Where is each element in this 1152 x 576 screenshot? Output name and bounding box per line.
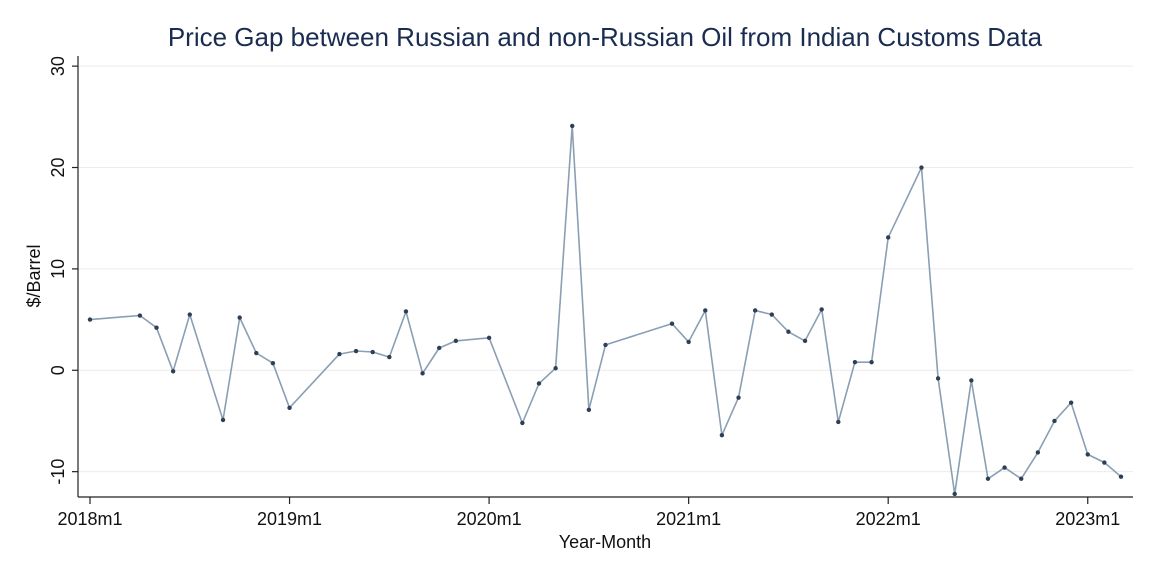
data-point-22: [570, 123, 575, 129]
data-point-33: [802, 338, 808, 344]
data-point-34: [819, 307, 824, 312]
data-point-19: [520, 420, 525, 426]
data-point-27: [703, 308, 708, 313]
data-point-47: [1052, 418, 1057, 424]
data-point-4: [187, 312, 192, 317]
data-point-36: [852, 359, 858, 365]
data-point-40: [935, 376, 941, 381]
data-point-30: [752, 308, 758, 313]
data-point-8: [270, 360, 276, 366]
data-point-2: [154, 325, 159, 330]
data-point-45: [1019, 476, 1024, 481]
x-tick-label-2: 2020m1: [457, 509, 522, 529]
series-line-0: [89, 125, 1122, 495]
data-point-11: [353, 348, 359, 354]
data-point-37: [869, 359, 874, 365]
data-point-46: [1035, 450, 1041, 455]
data-point-39: [919, 165, 924, 170]
data-point-9: [287, 405, 292, 410]
y-axis-label: $/Barrel: [24, 244, 44, 307]
data-point-29: [736, 395, 741, 400]
data-point-16: [437, 345, 442, 351]
data-point-41: [952, 491, 957, 497]
y-axis-ticks: -10 0 10 20 30: [48, 56, 78, 485]
data-point-6: [237, 315, 242, 320]
data-point-32: [786, 329, 791, 334]
data-point-50: [1102, 460, 1107, 465]
data-point-15: [420, 371, 425, 376]
y-tick-label-3: 20: [48, 158, 68, 178]
series-group: [87, 123, 1124, 497]
data-point-13: [387, 354, 392, 360]
x-tick-label-1: 2019m1: [257, 509, 322, 529]
data-point-0: [87, 317, 93, 322]
data-point-26: [686, 339, 691, 345]
data-point-38: [885, 235, 891, 240]
data-point-44: [1002, 465, 1007, 470]
data-point-1: [137, 313, 143, 318]
data-point-7: [254, 350, 259, 356]
data-point-10: [337, 351, 342, 357]
data-point-23: [586, 407, 592, 413]
data-point-51: [1118, 474, 1124, 479]
data-point-31: [769, 312, 774, 317]
chart-title: Price Gap between Russian and non-Russia…: [168, 22, 1043, 52]
data-point-18: [486, 335, 492, 341]
x-axis-label: Year-Month: [559, 532, 651, 552]
data-point-14: [403, 309, 409, 314]
x-tick-label-4: 2022m1: [856, 509, 921, 529]
data-point-35: [836, 419, 841, 425]
data-point-17: [453, 338, 459, 344]
data-point-25: [669, 321, 675, 326]
data-point-3: [170, 369, 176, 374]
data-point-24: [603, 342, 608, 348]
x-tick-label-3: 2021m1: [656, 509, 721, 529]
data-point-48: [1068, 400, 1074, 405]
data-point-28: [719, 432, 725, 438]
data-point-49: [1085, 452, 1090, 457]
data-point-21: [553, 366, 558, 371]
axes: [77, 56, 1133, 498]
y-tick-label-4: 30: [48, 56, 68, 76]
y-tick-label-1: 0: [48, 365, 68, 375]
data-point-20: [536, 381, 542, 386]
y-tick-label-2: 10: [48, 259, 68, 279]
data-point-5: [220, 417, 226, 423]
x-tick-label-0: 2018m1: [57, 509, 122, 529]
data-point-42: [969, 378, 974, 383]
x-axis-ticks: 2018m1 2019m1 2020m1 2021m1 2022m1 2023m1: [57, 497, 1120, 529]
data-point-43: [985, 476, 991, 481]
gridlines: [78, 65, 1133, 473]
y-tick-label-0: -10: [48, 459, 68, 485]
data-point-12: [370, 349, 375, 355]
x-tick-label-5: 2023m1: [1055, 509, 1120, 529]
